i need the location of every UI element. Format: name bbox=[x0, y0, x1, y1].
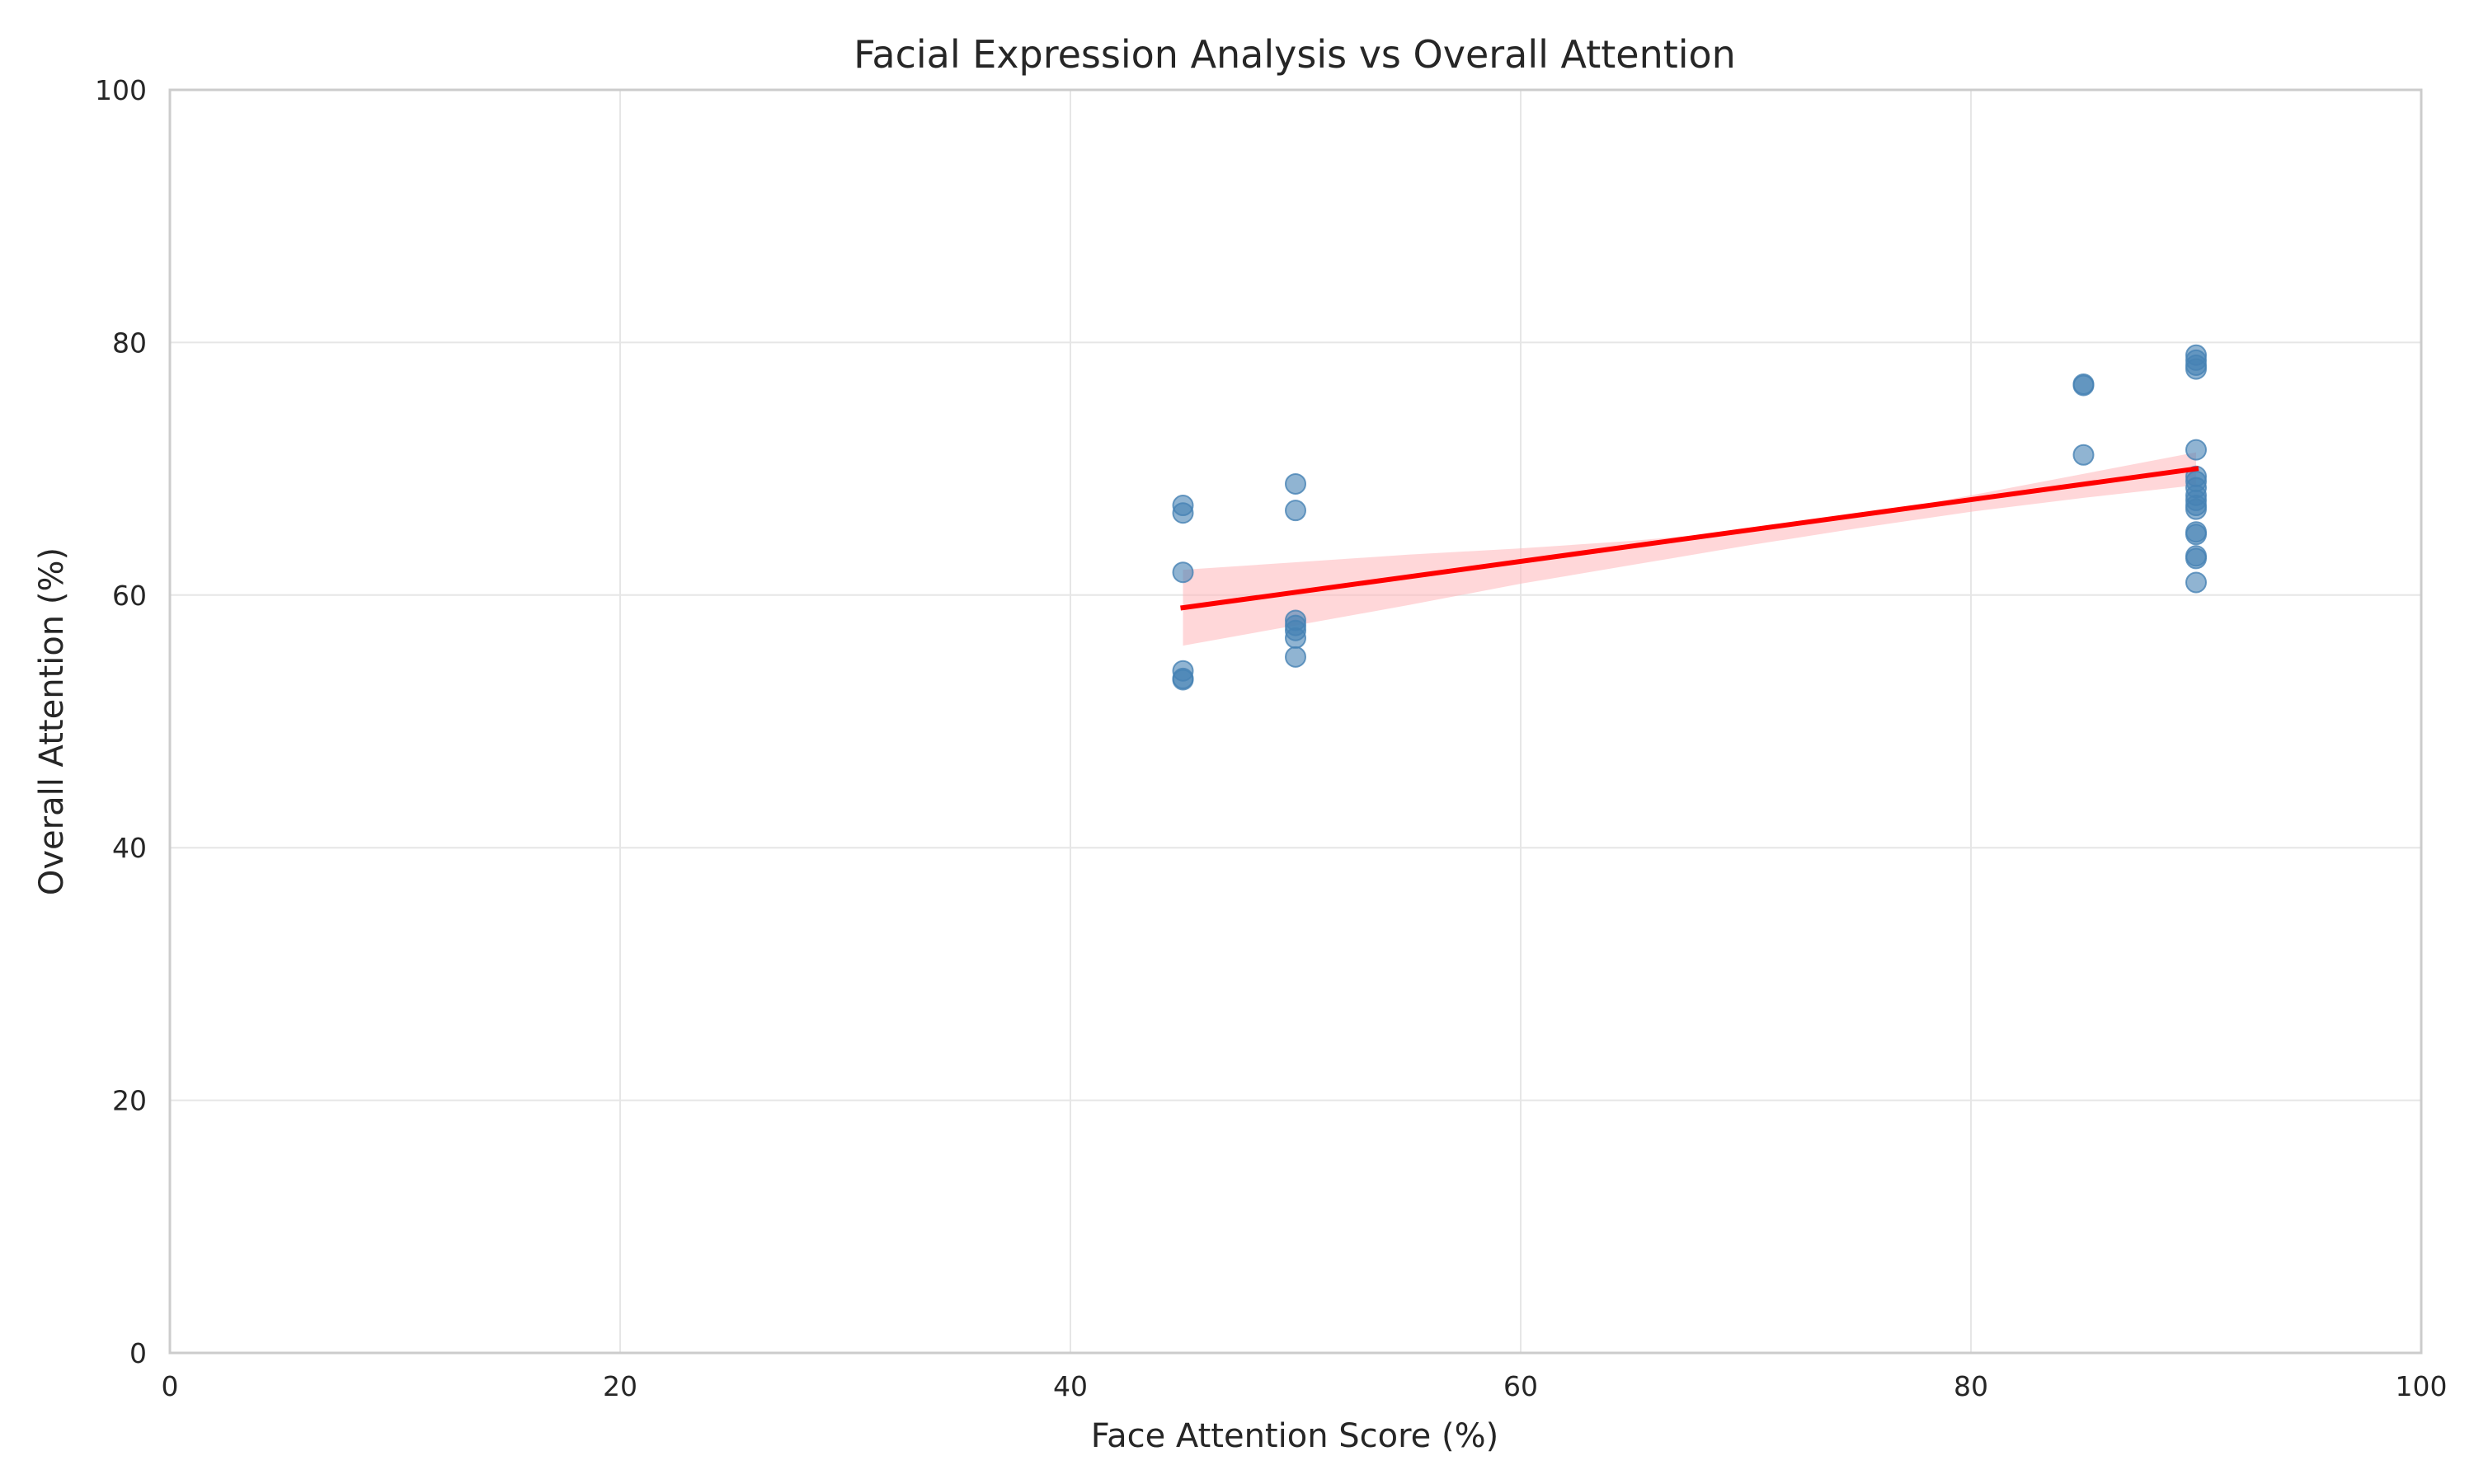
y-tick-label: 60 bbox=[112, 580, 147, 612]
scatter-point bbox=[1172, 502, 1194, 524]
y-tick-label: 100 bbox=[95, 74, 147, 106]
regression-line bbox=[1180, 466, 2199, 611]
y-tick-label: 40 bbox=[112, 832, 147, 864]
scatter-point bbox=[1285, 627, 1306, 649]
x-tick-label: 60 bbox=[1503, 1370, 1538, 1402]
scatter-point bbox=[2185, 547, 2207, 570]
y-tick-label: 80 bbox=[112, 326, 147, 359]
y-tick-label: 20 bbox=[112, 1085, 147, 1117]
confidence-band bbox=[1183, 452, 2196, 646]
scatter-point bbox=[2185, 571, 2207, 594]
scatter-point bbox=[2185, 439, 2207, 461]
scatter-point bbox=[1285, 646, 1306, 668]
x-tick-label: 40 bbox=[1053, 1370, 1088, 1402]
regression-layer bbox=[1180, 466, 2199, 611]
scatter-point bbox=[1285, 472, 1306, 495]
plot-frame bbox=[168, 88, 2423, 1355]
x-tick-label: 100 bbox=[2396, 1370, 2448, 1402]
x-axis-ticks: 0 20 40 60 80 100 bbox=[162, 1370, 2448, 1402]
y-axis-label: Overall Attention (%) bbox=[33, 547, 71, 895]
y-tick-label: 0 bbox=[129, 1337, 147, 1369]
chart-title: Facial Expression Analysis vs Overall At… bbox=[854, 32, 1736, 77]
x-tick-label: 80 bbox=[1954, 1370, 1988, 1402]
x-tick-label: 0 bbox=[162, 1370, 179, 1402]
confidence-band-layer bbox=[1183, 452, 2196, 646]
y-axis-ticks: 0 20 40 60 80 100 bbox=[95, 74, 147, 1369]
x-tick-label: 20 bbox=[603, 1370, 637, 1402]
scatter-point bbox=[2072, 444, 2095, 466]
x-axis-label: Face Attention Score (%) bbox=[1091, 1417, 1498, 1455]
scatter-point bbox=[2072, 374, 2095, 397]
scatter-point bbox=[1172, 561, 1194, 584]
scatter-point bbox=[1285, 500, 1306, 522]
scatter-point bbox=[2185, 358, 2207, 380]
scatter-point bbox=[2185, 498, 2207, 520]
scatter-point bbox=[2185, 524, 2207, 546]
scatter-point bbox=[1172, 669, 1194, 691]
scatter-points bbox=[1172, 344, 2207, 691]
